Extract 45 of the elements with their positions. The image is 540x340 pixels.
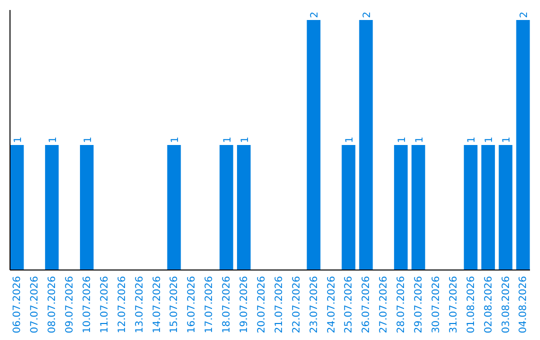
x-tick-label: 02.08.2026 [483,276,494,334]
x-tick-label: 26.07.2026 [361,276,372,334]
x-tick-label: 13.07.2026 [134,276,146,334]
x-tick-label: 16.07.2026 [186,276,198,334]
data-label: 1 [82,136,94,143]
x-tick-label: 10.07.2026 [82,276,93,334]
x-tick-label: 12.07.2026 [116,276,128,334]
x-tick-label: 17.07.2026 [204,276,216,334]
x-tick-label: 24.07.2026 [326,276,338,334]
data-label: 1 [12,136,24,143]
x-tick-label: 07.07.2026 [30,276,41,334]
data-label: 1 [222,136,234,143]
x-tick-label: 31.07.2026 [448,276,460,334]
x-tick-label: 28.07.2026 [396,276,408,334]
x-tick-label: 01.08.2026 [466,276,477,334]
data-label: 2 [519,12,530,18]
data-label: 1 [484,136,496,143]
x-tick-label: 18.07.2026 [222,276,233,334]
x-tick-label: 25.07.2026 [344,276,355,334]
data-label: 1 [170,136,182,143]
data-label: 1 [414,136,426,143]
data-label: 1 [502,136,513,143]
x-tick-label: 06.07.2026 [12,276,24,334]
data-label: 1 [240,136,251,143]
x-tick-label: 14.07.2026 [152,276,163,334]
x-tick-label: 29.07.2026 [414,276,425,334]
data-label: 1 [48,136,59,143]
x-tick-label: 09.07.2026 [64,276,76,334]
data-label: 2 [362,12,373,18]
x-tick-label: 30.07.2026 [430,276,442,334]
x-tick-label: 22.07.2026 [291,276,302,334]
x-tick-label: 11.07.2026 [99,276,110,334]
x-tick-label: 19.07.2026 [239,276,250,334]
data-label: 2 [310,12,321,18]
x-tick-label: 04.08.2026 [518,276,530,334]
x-tick-label: 23.07.2026 [308,276,320,334]
x-tick-label: 20.07.2026 [256,276,268,334]
x-tick-label: 21.07.2026 [274,276,285,334]
x-tick-label: 08.07.2026 [47,276,58,334]
data-label: 1 [344,136,356,143]
data-label: 1 [396,136,408,143]
x-tick-label: 27.07.2026 [378,276,390,334]
x-tick-label: 03.08.2026 [500,276,512,334]
data-label: 1 [466,136,478,143]
x-tick-label: 15.07.2026 [169,276,180,334]
